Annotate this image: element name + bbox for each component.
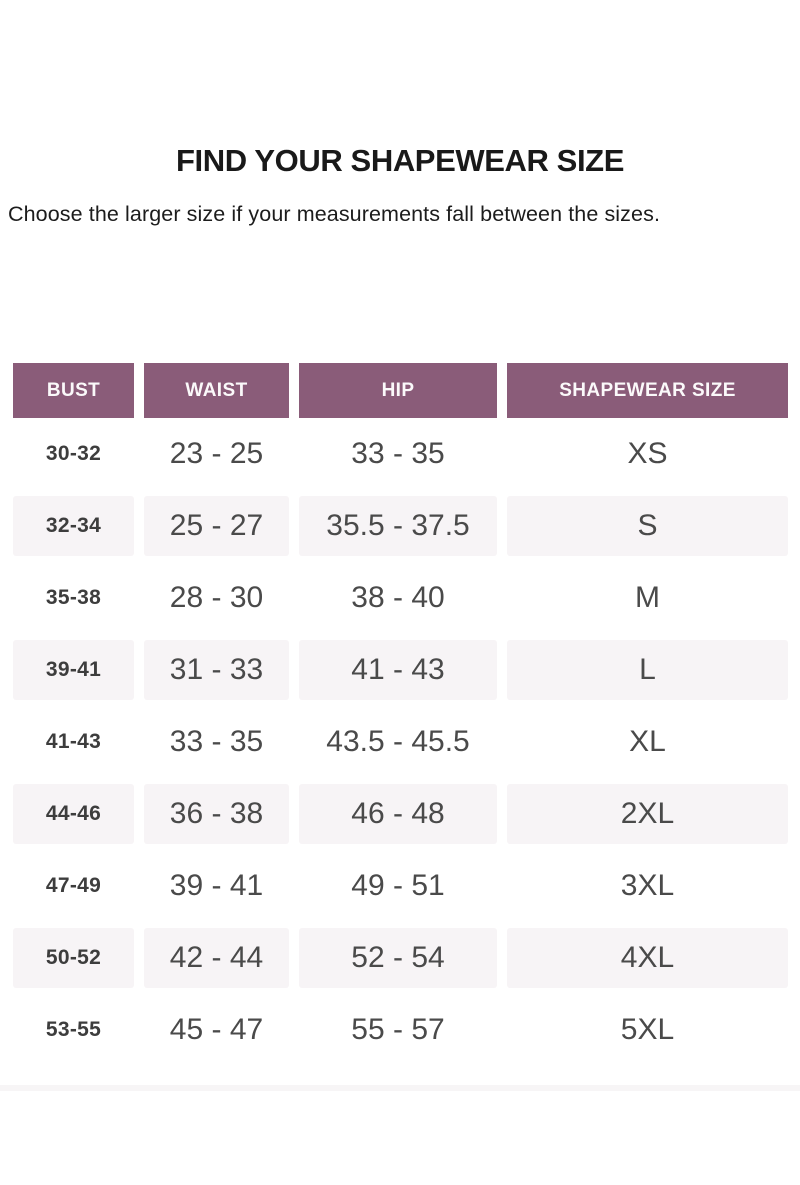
waist-cell: 23 - 25 bbox=[169, 437, 264, 470]
table-row: 53-55 45 - 47 55 - 57 5XL bbox=[13, 994, 788, 1066]
size-cell: 4XL bbox=[507, 928, 788, 988]
column-header-hip: HIP bbox=[299, 363, 497, 418]
hip-cell: 46 - 48 bbox=[299, 784, 497, 844]
hip-cell: 43.5 - 45.5 bbox=[326, 725, 470, 758]
hip-cell: 41 - 43 bbox=[299, 640, 497, 700]
page-subtitle: Choose the larger size if your measureme… bbox=[8, 202, 661, 226]
size-chart-table: BUST WAIST HIP SHAPEWEAR SIZE 30-32 23 -… bbox=[13, 363, 788, 1066]
size-cell: L bbox=[507, 640, 788, 700]
size-cell: M bbox=[635, 581, 660, 614]
waist-cell: 36 - 38 bbox=[144, 784, 289, 844]
bust-cell: 39-41 bbox=[13, 640, 134, 700]
table-row: 47-49 39 - 41 49 - 51 3XL bbox=[13, 850, 788, 922]
size-cell: S bbox=[507, 496, 788, 556]
hip-cell: 35.5 - 37.5 bbox=[299, 496, 497, 556]
size-cell: 5XL bbox=[620, 1013, 675, 1046]
column-header-shapewear-size: SHAPEWEAR SIZE bbox=[507, 363, 788, 418]
waist-cell: 31 - 33 bbox=[144, 640, 289, 700]
column-header-waist: WAIST bbox=[144, 363, 289, 418]
size-cell: XS bbox=[627, 437, 668, 470]
bust-cell: 47-49 bbox=[45, 874, 102, 897]
waist-cell: 28 - 30 bbox=[169, 581, 264, 614]
page-title: FIND YOUR SHAPEWEAR SIZE bbox=[176, 143, 624, 178]
table-row: 44-46 36 - 38 46 - 48 2XL bbox=[13, 778, 788, 850]
table-row: 50-52 42 - 44 52 - 54 4XL bbox=[13, 922, 788, 994]
size-cell: 3XL bbox=[620, 869, 675, 902]
bust-cell: 50-52 bbox=[13, 928, 134, 988]
bust-cell: 44-46 bbox=[13, 784, 134, 844]
table-row: 39-41 31 - 33 41 - 43 L bbox=[13, 634, 788, 706]
waist-cell: 25 - 27 bbox=[144, 496, 289, 556]
hip-cell: 33 - 35 bbox=[351, 437, 445, 470]
hip-cell: 49 - 51 bbox=[351, 869, 445, 902]
section-divider bbox=[0, 1085, 800, 1091]
bust-cell: 35-38 bbox=[45, 586, 102, 609]
bust-cell: 32-34 bbox=[13, 496, 134, 556]
size-cell: 2XL bbox=[507, 784, 788, 844]
waist-cell: 33 - 35 bbox=[169, 725, 264, 758]
table-row: 32-34 25 - 27 35.5 - 37.5 S bbox=[13, 490, 788, 562]
waist-cell: 39 - 41 bbox=[169, 869, 264, 902]
bust-cell: 41-43 bbox=[45, 730, 102, 753]
table-row: 41-43 33 - 35 43.5 - 45.5 XL bbox=[13, 706, 788, 778]
size-cell: XL bbox=[629, 725, 666, 758]
size-chart-header-row: BUST WAIST HIP SHAPEWEAR SIZE bbox=[13, 363, 788, 418]
hip-cell: 52 - 54 bbox=[299, 928, 497, 988]
bust-cell: 53-55 bbox=[45, 1018, 102, 1041]
bust-cell: 30-32 bbox=[45, 442, 102, 465]
hip-cell: 55 - 57 bbox=[351, 1013, 445, 1046]
table-row: 30-32 23 - 25 33 - 35 XS bbox=[13, 418, 788, 490]
waist-cell: 42 - 44 bbox=[144, 928, 289, 988]
waist-cell: 45 - 47 bbox=[169, 1013, 264, 1046]
table-row: 35-38 28 - 30 38 - 40 M bbox=[13, 562, 788, 634]
hip-cell: 38 - 40 bbox=[351, 581, 445, 614]
column-header-bust: BUST bbox=[13, 363, 134, 418]
